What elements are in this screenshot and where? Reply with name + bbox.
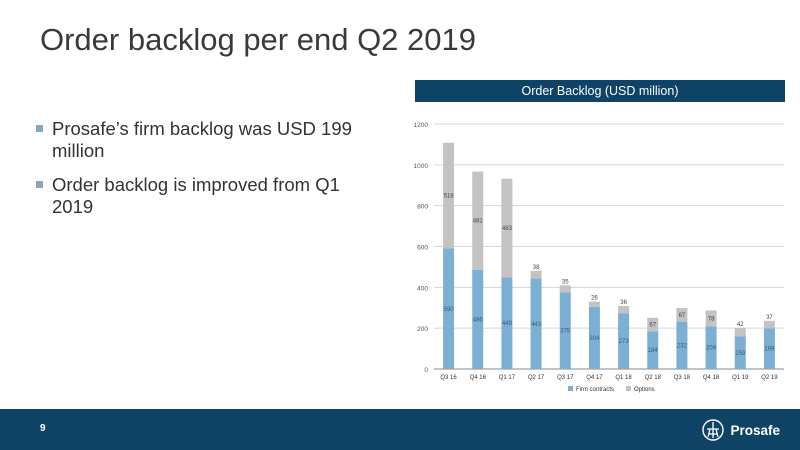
bar-options <box>443 142 455 249</box>
prosafe-rig-icon <box>702 419 725 441</box>
bar-firm-contracts <box>501 277 513 369</box>
data-label-options: 37 <box>766 315 773 321</box>
data-label-options: 483 <box>502 226 513 232</box>
bar-options <box>676 307 688 322</box>
data-label-firm: 209 <box>706 346 717 352</box>
x-tick-label: Q3 16 <box>440 375 457 381</box>
bar-options <box>472 171 484 270</box>
bar-firm-contracts <box>647 331 659 369</box>
x-tick-label: Q2 17 <box>528 375 545 381</box>
data-label-options: 518 <box>444 194 455 200</box>
bar-firm-contracts <box>559 292 571 369</box>
logo-text: Prosafe <box>730 422 780 438</box>
bullet-item: Prosafe’s firm backlog was USD 199 milli… <box>36 118 376 162</box>
x-tick-label: Q4 16 <box>470 375 487 381</box>
data-label-firm: 590 <box>444 307 455 313</box>
data-label-firm: 232 <box>677 343 688 349</box>
legend-swatch-firm-contracts <box>568 386 573 391</box>
x-tick-label: Q2 19 <box>761 375 778 381</box>
y-tick-label: 600 <box>417 245 428 252</box>
x-tick-label: Q1 19 <box>732 375 749 381</box>
bar-firm-contracts <box>588 306 600 369</box>
data-label-firm: 375 <box>560 329 571 335</box>
data-label-options: 38 <box>533 265 540 271</box>
bar-firm-contracts <box>530 278 542 369</box>
bar-options <box>763 320 775 329</box>
bullet-marker <box>36 181 43 188</box>
y-tick-label: 1000 <box>414 163 429 170</box>
bar-options <box>530 270 542 279</box>
bar-firm-contracts <box>443 248 455 369</box>
footer-bar: 9 Prosafe <box>0 409 800 450</box>
order-backlog-chart: 0 200 400 600 800 1000 1200 590 518 Q3 16 486 481 Q4… <box>414 122 784 393</box>
company-logo: Prosafe <box>702 417 780 443</box>
data-label-firm: 443 <box>531 322 542 328</box>
x-tick-label: Q4 18 <box>703 375 720 381</box>
bar-options <box>647 317 659 332</box>
x-tick-label: Q1 17 <box>499 375 516 381</box>
bar-firm-contracts <box>676 321 688 369</box>
data-label-firm: 184 <box>648 348 659 354</box>
chart-container: 0 200 400 600 800 1000 1200 590 518 Q3 16 486 481 Q4… <box>400 112 792 412</box>
data-label-options: 481 <box>473 219 484 225</box>
bar-firm-contracts <box>705 326 717 369</box>
bullet-item: Order backlog is improved from Q1 2019 <box>36 174 376 218</box>
data-label-options: 67 <box>679 313 686 319</box>
bar-options <box>588 301 600 307</box>
chart-title: Order Backlog (USD million) <box>415 80 785 102</box>
bullet-marker <box>36 125 43 132</box>
slide-title: Order backlog per end Q2 2019 <box>40 22 476 57</box>
y-tick-label: 0 <box>424 367 428 374</box>
bar-options <box>734 327 746 337</box>
bar-firm-contracts <box>734 336 746 369</box>
data-label-options: 67 <box>649 323 656 329</box>
legend-label-options: Options <box>634 387 655 393</box>
legend-label-firm-contracts: Firm contracts <box>576 387 614 393</box>
data-label-firm: 159 <box>735 351 746 357</box>
y-tick-label: 200 <box>417 326 428 333</box>
bullet-text: Prosafe’s firm backlog was USD 199 milli… <box>52 118 352 161</box>
bar-options <box>559 285 571 293</box>
data-label-options: 35 <box>562 279 569 285</box>
data-label-options: 36 <box>620 300 627 306</box>
data-label-options: 78 <box>708 316 715 322</box>
y-tick-label: 800 <box>417 204 428 211</box>
x-tick-label: Q2 18 <box>645 375 662 381</box>
data-label-firm: 199 <box>764 347 775 353</box>
x-tick-label: Q1 18 <box>615 375 632 381</box>
y-tick-label: 1200 <box>414 122 429 129</box>
data-label-firm: 304 <box>589 336 600 342</box>
page-number: 9 <box>40 423 46 434</box>
bar-options <box>501 178 513 278</box>
data-label-options: 42 <box>737 322 744 328</box>
bar-options <box>705 310 717 327</box>
bullet-text: Order backlog is improved from Q1 2019 <box>52 174 340 217</box>
x-tick-label: Q3 18 <box>674 375 691 381</box>
data-label-firm: 273 <box>619 339 630 345</box>
x-tick-label: Q3 17 <box>557 375 574 381</box>
bar-firm-contracts <box>618 313 630 369</box>
bar-firm-contracts <box>472 269 484 369</box>
y-tick-label: 400 <box>417 285 428 292</box>
data-label-firm: 486 <box>473 317 484 323</box>
legend-swatch-options <box>626 386 631 391</box>
bar-options <box>618 305 630 314</box>
bar-firm-contracts <box>763 328 775 369</box>
data-label-firm: 449 <box>502 321 513 327</box>
x-tick-label: Q4 17 <box>586 375 603 381</box>
data-label-options: 26 <box>591 296 598 302</box>
bullet-list: Prosafe’s firm backlog was USD 199 milli… <box>36 118 376 230</box>
